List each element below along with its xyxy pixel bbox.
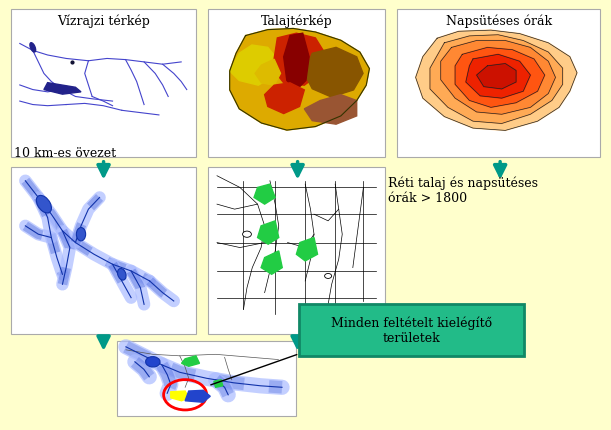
FancyBboxPatch shape xyxy=(208,168,384,335)
Polygon shape xyxy=(265,83,304,114)
Polygon shape xyxy=(304,95,357,125)
Polygon shape xyxy=(44,83,81,95)
Polygon shape xyxy=(415,31,577,131)
Circle shape xyxy=(243,232,251,238)
Text: Talajtérkép: Talajtérkép xyxy=(260,14,332,28)
Polygon shape xyxy=(441,41,555,115)
Polygon shape xyxy=(258,221,279,245)
Text: Vízrajzi térkép: Vízrajzi térkép xyxy=(57,14,150,28)
Ellipse shape xyxy=(117,269,126,280)
Ellipse shape xyxy=(30,43,35,53)
Text: 10 km-es övezet: 10 km-es övezet xyxy=(14,147,116,160)
Text: Minden feltételt kielégítő
területek: Minden feltételt kielégítő területek xyxy=(331,315,492,344)
Polygon shape xyxy=(304,48,363,98)
Polygon shape xyxy=(185,390,210,402)
FancyBboxPatch shape xyxy=(10,10,196,157)
Circle shape xyxy=(324,274,332,279)
Polygon shape xyxy=(430,36,563,124)
FancyBboxPatch shape xyxy=(208,10,384,157)
FancyBboxPatch shape xyxy=(117,341,296,416)
Polygon shape xyxy=(261,251,282,275)
Ellipse shape xyxy=(36,196,51,213)
Polygon shape xyxy=(477,64,516,90)
Ellipse shape xyxy=(76,228,86,241)
Polygon shape xyxy=(284,34,309,91)
Polygon shape xyxy=(230,46,277,86)
Text: Napsütéses órák: Napsütéses órák xyxy=(445,14,552,28)
Polygon shape xyxy=(214,380,223,387)
Polygon shape xyxy=(455,48,545,108)
FancyBboxPatch shape xyxy=(397,10,601,157)
Ellipse shape xyxy=(145,357,160,367)
FancyBboxPatch shape xyxy=(10,168,196,335)
Polygon shape xyxy=(273,34,325,86)
Polygon shape xyxy=(171,391,189,401)
Polygon shape xyxy=(296,238,318,261)
Polygon shape xyxy=(230,29,370,131)
Text: Réti talaj és napsütéses
órák > 1800: Réti talaj és napsütéses órák > 1800 xyxy=(388,176,538,205)
Polygon shape xyxy=(255,60,280,86)
Polygon shape xyxy=(466,55,530,99)
Polygon shape xyxy=(181,356,199,366)
Polygon shape xyxy=(254,184,275,205)
FancyBboxPatch shape xyxy=(299,305,524,356)
